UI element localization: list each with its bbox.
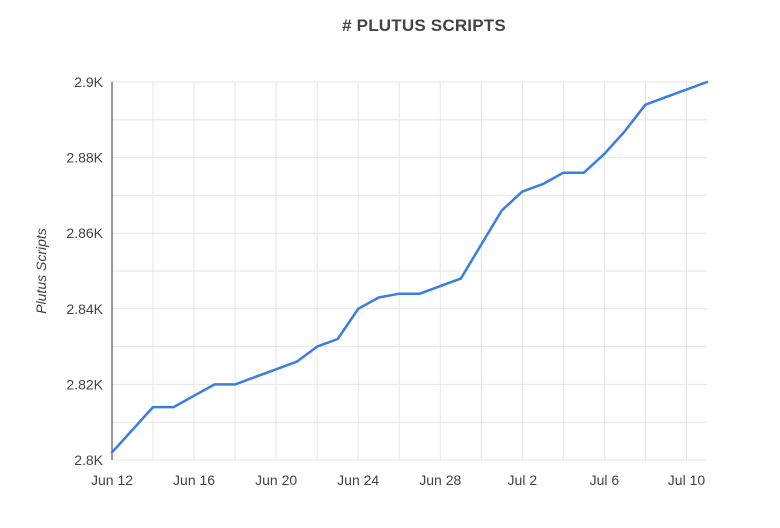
y-tick-label: 2.84K [66, 301, 103, 317]
tick-labels: 2.8K 2.82K 2.84K 2.86K 2.88K 2.9K Jun 12 Jun 16… [33, 74, 705, 488]
y-axis-label: Plutus Scripts [33, 228, 49, 314]
x-tick-label: Jun 12 [91, 472, 133, 488]
series-lines [110, 80, 709, 454]
series-line-plutus-scripts [110, 80, 709, 454]
x-tick-label: Jun 28 [419, 472, 461, 488]
y-tick-label: 2.8K [74, 452, 103, 468]
chart-title: # PLUTUS SCRIPTS [342, 16, 506, 35]
x-tick-label: Jun 16 [173, 472, 215, 488]
y-tick-label: 2.9K [74, 74, 103, 90]
grid [112, 81, 707, 461]
y-tick-label: 2.86K [66, 225, 103, 241]
x-tick-label: Jun 20 [255, 472, 297, 488]
x-tick-label: Jul 10 [668, 472, 706, 488]
x-tick-label: Jul 6 [590, 472, 620, 488]
x-tick-label: Jun 24 [337, 472, 379, 488]
y-tick-label: 2.88K [66, 150, 103, 166]
x-tick-label: Jul 2 [508, 472, 538, 488]
y-tick-label: 2.82K [66, 376, 103, 392]
